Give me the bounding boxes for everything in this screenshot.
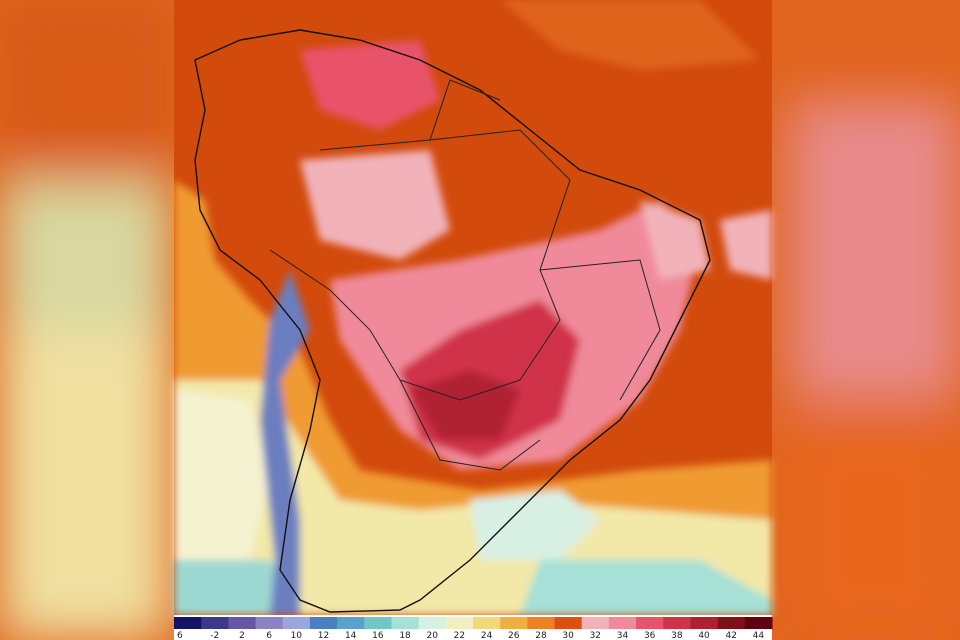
color-swatch [636,617,664,629]
color-bar-label: 42 [726,631,737,640]
color-bar-label: 6 [266,631,272,640]
color-bar-label: 14 [345,631,357,640]
color-swatch [337,617,365,629]
color-swatch [201,617,229,629]
color-bar-label: 28 [535,631,547,640]
color-bar-label: 26 [508,631,520,640]
color-bar-label: 18 [399,631,411,640]
color-swatch [554,617,583,629]
color-bar-label: 38 [671,631,683,640]
color-swatch [690,617,719,629]
color-swatch [255,617,284,629]
color-bar-label: 34 [617,631,629,640]
color-swatch [744,617,773,629]
color-swatch [309,617,338,629]
color-swatch [717,617,746,629]
color-bar-label: 12 [318,631,329,640]
color-bar-label: 32 [590,631,601,640]
color-swatch [663,617,691,629]
color-bar-label: -2 [210,631,219,640]
color-bar-label: 36 [644,631,656,640]
color-swatch [364,617,392,629]
color-bar-label: 24 [481,631,493,640]
color-bar-label: 2 [239,631,245,640]
color-bar-label: 10 [291,631,303,640]
color-swatch [445,617,474,629]
color-bar-label: 6 [177,631,183,640]
color-bar-label: 20 [427,631,439,640]
color-swatch [581,617,610,629]
color-swatch [174,617,202,629]
color-swatch [527,617,556,629]
temperature-map [174,0,772,615]
color-swatch [391,617,420,629]
color-swatch [282,617,311,629]
color-swatch [473,617,501,629]
color-swatch [418,617,447,629]
color-bar-label: 16 [372,631,384,640]
color-bar: 6 -2 2 6 10 12 14 16 18 20 22 24 26 28 30 32 34 36 38 40 42 4… [174,615,773,640]
color-swatch [608,617,637,629]
color-swatch [228,617,257,629]
color-bar-label: 44 [753,631,765,640]
color-bar-label: 30 [562,631,574,640]
color-bar-label: 22 [454,631,465,640]
color-bar-label: 40 [698,631,710,640]
color-swatch [500,617,528,629]
